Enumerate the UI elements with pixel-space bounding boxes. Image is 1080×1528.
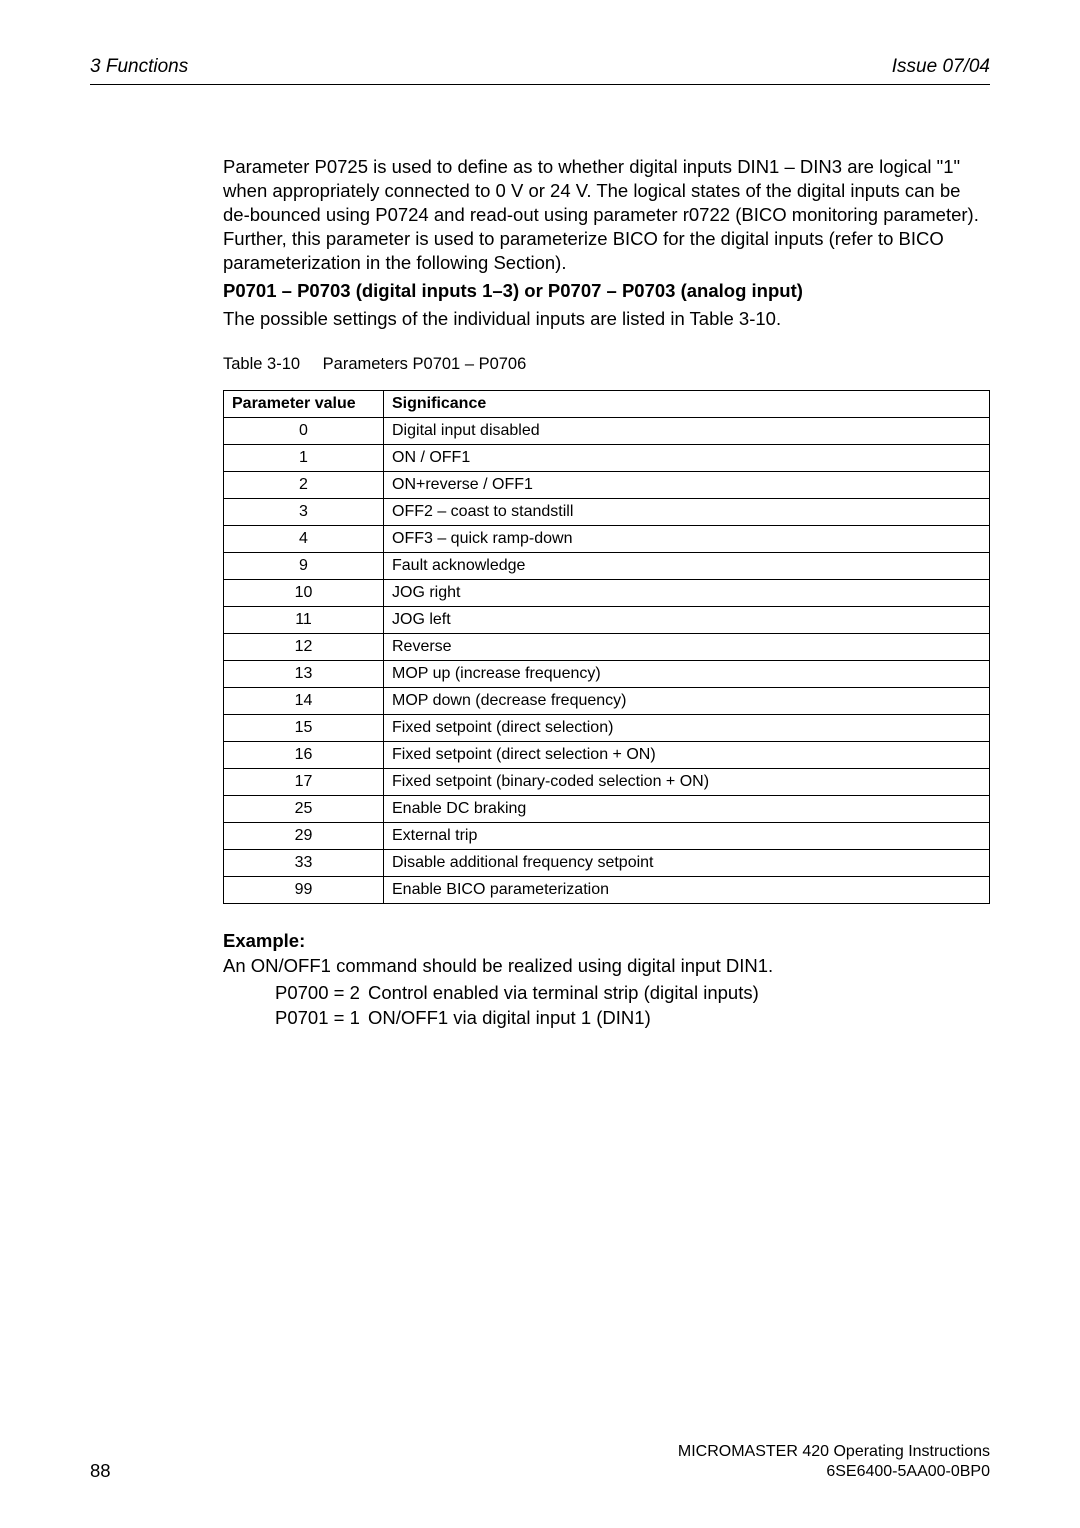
cell-sig: Fixed setpoint (direct selection) [384, 715, 990, 742]
page-number: 88 [90, 1460, 111, 1482]
cell-param: 29 [224, 823, 384, 850]
example-block: Example: An ON/OFF1 command should be re… [223, 930, 990, 1031]
example-heading: Example: [223, 930, 990, 952]
cell-sig: OFF3 – quick ramp-down [384, 526, 990, 553]
cell-param: 10 [224, 580, 384, 607]
example-row: P0701 = 1 ON/OFF1 via digital input 1 (D… [223, 1006, 990, 1031]
example-row: P0700 = 2 Control enabled via terminal s… [223, 981, 990, 1006]
cell-sig: Fixed setpoint (direct selection + ON) [384, 742, 990, 769]
table-row: 3OFF2 – coast to standstill [224, 499, 990, 526]
cell-sig: Reverse [384, 634, 990, 661]
table-row: 9Fault acknowledge [224, 553, 990, 580]
cell-param: 14 [224, 688, 384, 715]
table-row: 10JOG right [224, 580, 990, 607]
table-body: 0Digital input disabled 1ON / OFF1 2ON+r… [224, 418, 990, 904]
footer-line-1: MICROMASTER 420 Operating Instructions [678, 1442, 990, 1462]
cell-sig: Fault acknowledge [384, 553, 990, 580]
footer-right: MICROMASTER 420 Operating Instructions 6… [678, 1442, 990, 1482]
intro-paragraph: Parameter P0725 is used to define as to … [223, 155, 990, 275]
parameter-table: Parameter value Significance 0Digital in… [223, 390, 990, 904]
cell-param: 25 [224, 796, 384, 823]
table-caption-label: Table 3-10 [223, 355, 300, 373]
cell-param: 15 [224, 715, 384, 742]
cell-sig: ON / OFF1 [384, 445, 990, 472]
table-row: 1ON / OFF1 [224, 445, 990, 472]
cell-sig: External trip [384, 823, 990, 850]
cell-sig: JOG left [384, 607, 990, 634]
cell-param: 4 [224, 526, 384, 553]
table-row: 11JOG left [224, 607, 990, 634]
cell-param: 16 [224, 742, 384, 769]
cell-sig: ON+reverse / OFF1 [384, 472, 990, 499]
table-row: 12Reverse [224, 634, 990, 661]
cell-sig: Enable BICO parameterization [384, 877, 990, 904]
table-row: 13MOP up (increase frequency) [224, 661, 990, 688]
cell-param: 33 [224, 850, 384, 877]
cell-sig: Enable DC braking [384, 796, 990, 823]
table-row: 29External trip [224, 823, 990, 850]
cell-sig: MOP up (increase frequency) [384, 661, 990, 688]
cell-sig: OFF2 – coast to standstill [384, 499, 990, 526]
content-area: Parameter P0725 is used to define as to … [0, 85, 1080, 1031]
example-desc: Control enabled via terminal strip (digi… [368, 981, 990, 1006]
table-row: 14MOP down (decrease frequency) [224, 688, 990, 715]
header-left: 3 Functions [90, 56, 188, 78]
table-row: 15Fixed setpoint (direct selection) [224, 715, 990, 742]
cell-sig: MOP down (decrease frequency) [384, 688, 990, 715]
cell-param: 1 [224, 445, 384, 472]
cell-param: 12 [224, 634, 384, 661]
table-row: 33Disable additional frequency setpoint [224, 850, 990, 877]
cell-param: 11 [224, 607, 384, 634]
table-row: 2ON+reverse / OFF1 [224, 472, 990, 499]
table-row: 0Digital input disabled [224, 418, 990, 445]
table-row: 25Enable DC braking [224, 796, 990, 823]
col-significance: Significance [384, 391, 990, 418]
header-right: Issue 07/04 [892, 56, 990, 78]
table-caption-title: Parameters P0701 – P0706 [323, 355, 527, 373]
cell-param: 99 [224, 877, 384, 904]
cell-param: 13 [224, 661, 384, 688]
table-row: 99Enable BICO parameterization [224, 877, 990, 904]
col-parameter-value: Parameter value [224, 391, 384, 418]
cell-sig: JOG right [384, 580, 990, 607]
example-params: P0700 = 2 Control enabled via terminal s… [223, 981, 990, 1031]
cell-sig: Digital input disabled [384, 418, 990, 445]
table-row: 16Fixed setpoint (direct selection + ON) [224, 742, 990, 769]
cell-param: 0 [224, 418, 384, 445]
example-key: P0701 = 1 [223, 1006, 368, 1031]
example-desc: ON/OFF1 via digital input 1 (DIN1) [368, 1006, 990, 1031]
example-key: P0700 = 2 [223, 981, 368, 1006]
cell-param: 2 [224, 472, 384, 499]
param-heading: P0701 – P0703 (digital inputs 1–3) or P0… [223, 279, 990, 303]
page-footer: 88 MICROMASTER 420 Operating Instruction… [90, 1442, 990, 1482]
cell-sig: Fixed setpoint (binary-coded selection +… [384, 769, 990, 796]
footer-line-2: 6SE6400-5AA00-0BP0 [678, 1462, 990, 1482]
cell-param: 3 [224, 499, 384, 526]
table-row: 4OFF3 – quick ramp-down [224, 526, 990, 553]
cell-param: 9 [224, 553, 384, 580]
cell-param: 17 [224, 769, 384, 796]
page-header: 3 Functions Issue 07/04 [0, 0, 1080, 78]
cell-sig: Disable additional frequency setpoint [384, 850, 990, 877]
table-caption: Table 3-10 Parameters P0701 – P0706 [223, 355, 990, 374]
intro-paragraph-2: The possible settings of the individual … [223, 307, 990, 331]
table-header-row: Parameter value Significance [224, 391, 990, 418]
example-intro: An ON/OFF1 command should be realized us… [223, 954, 990, 979]
table-row: 17Fixed setpoint (binary-coded selection… [224, 769, 990, 796]
